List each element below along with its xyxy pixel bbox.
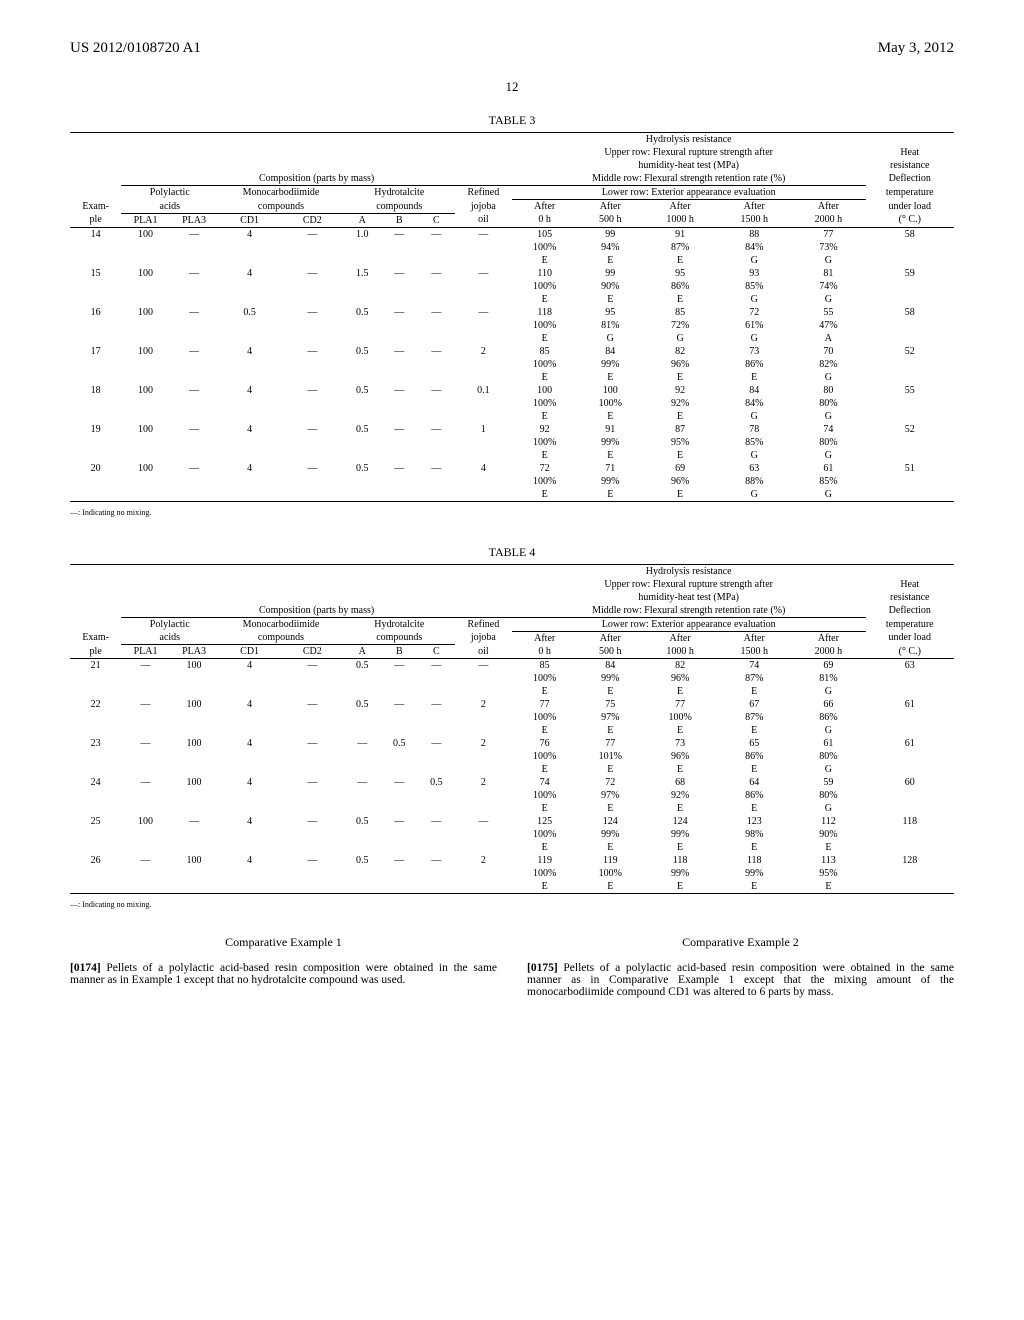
data-table: Hydrolysis resistanceUpper row: Flexural…: [70, 564, 954, 897]
page-header: US 2012/0108720 A1 May 3, 2012: [70, 40, 954, 57]
table-caption: TABLE 4: [70, 545, 954, 560]
right-column: Comparative Example 2 [0175] Pellets of …: [527, 935, 954, 1009]
table-footnote: —: Indicating no mixing.: [70, 508, 954, 517]
data-table: Hydrolysis resistanceUpper row: Flexural…: [70, 132, 954, 504]
parnum-0175: [0175]: [527, 962, 558, 974]
comp-ex-1-title: Comparative Example 1: [70, 935, 497, 950]
comp-ex-2-para: [0175] Pellets of a polylactic acid-base…: [527, 962, 954, 998]
comp-ex-1-para: [0174] Pellets of a polylactic acid-base…: [70, 962, 497, 986]
doc-number: US 2012/0108720 A1: [70, 40, 201, 57]
table-footnote: —: Indicating no mixing.: [70, 900, 954, 909]
comp-ex-2-text: Pellets of a polylactic acid-based resin…: [527, 962, 954, 998]
comp-ex-2-title: Comparative Example 2: [527, 935, 954, 950]
left-column: Comparative Example 1 [0174] Pellets of …: [70, 935, 497, 1009]
page-number: 12: [70, 79, 954, 95]
parnum-0174: [0174]: [70, 962, 101, 974]
body-columns: Comparative Example 1 [0174] Pellets of …: [70, 935, 954, 1009]
table-caption: TABLE 3: [70, 113, 954, 128]
doc-date: May 3, 2012: [878, 40, 954, 57]
comp-ex-1-text: Pellets of a polylactic acid-based resin…: [70, 962, 497, 986]
